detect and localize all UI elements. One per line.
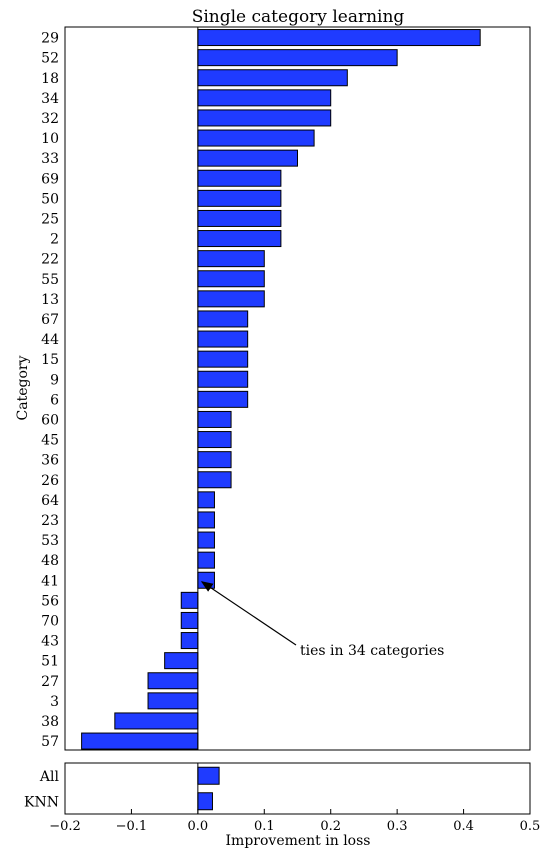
- bottom-plot-frame: [64, 762, 531, 815]
- bar-53: [197, 531, 215, 549]
- bar-55: [197, 270, 265, 288]
- category-label: 53: [41, 533, 59, 549]
- bar-36: [197, 451, 232, 469]
- bar-52: [197, 49, 398, 67]
- bar-45: [197, 431, 232, 449]
- category-label: 6: [50, 392, 59, 408]
- bar-10: [197, 129, 315, 147]
- bar-44: [197, 330, 249, 348]
- bar-18: [197, 69, 348, 87]
- annotation: ties in 34 categories: [200, 581, 444, 659]
- bar-29: [197, 29, 481, 47]
- bar-70: [180, 611, 199, 629]
- bottom-category-labels: All KNN: [24, 769, 59, 811]
- bar-51: [164, 652, 199, 670]
- bar-27: [147, 672, 199, 690]
- x-tick-label: 0.1: [254, 819, 275, 834]
- bar-41: [197, 571, 215, 589]
- category-label: 33: [41, 151, 59, 167]
- category-label: All: [39, 769, 60, 785]
- bar-56: [180, 591, 199, 609]
- bar-43: [180, 632, 199, 650]
- x-tick-label: −0.2: [49, 819, 81, 834]
- category-label: 15: [41, 352, 59, 368]
- bar-26: [197, 471, 232, 489]
- category-label: 60: [41, 412, 59, 428]
- annotation-text: ties in 34 categories: [300, 643, 444, 659]
- bar-69: [197, 169, 282, 187]
- bar-48: [197, 551, 215, 569]
- category-label: 10: [41, 131, 59, 147]
- bar-knn: [197, 792, 213, 811]
- category-label: 25: [41, 211, 59, 227]
- category-label: KNN: [24, 794, 59, 810]
- category-label: 18: [41, 71, 59, 87]
- category-label: 67: [41, 312, 59, 328]
- main-category-labels: 2952183432103369502522255136744159660453…: [41, 31, 59, 750]
- category-label: 52: [41, 51, 59, 67]
- category-label: 69: [41, 171, 59, 187]
- category-label: 2: [50, 232, 59, 248]
- bar-67: [197, 310, 249, 328]
- x-tick-label: 0.3: [387, 819, 408, 834]
- x-axis-label: Improvement in loss: [226, 833, 371, 849]
- category-label: 23: [41, 513, 59, 529]
- main-bars: [81, 27, 481, 750]
- bar-22: [197, 250, 265, 268]
- bar-15: [197, 350, 249, 368]
- bar-25: [197, 209, 282, 227]
- category-label: 29: [41, 31, 59, 47]
- category-label: 70: [41, 613, 59, 629]
- bar-13: [197, 290, 265, 308]
- category-label: 34: [41, 91, 59, 107]
- x-tick-label: 0.4: [453, 819, 474, 834]
- category-label: 56: [41, 593, 59, 609]
- bar-32: [197, 109, 332, 127]
- annotation-arrow: [200, 581, 297, 646]
- category-label: 36: [41, 453, 59, 469]
- category-label: 44: [41, 332, 59, 348]
- category-label: 38: [41, 714, 59, 730]
- x-tick-label: 0.5: [520, 819, 541, 834]
- bar-6: [197, 390, 249, 408]
- category-label: 50: [41, 191, 59, 207]
- category-label: 41: [41, 573, 59, 589]
- category-label: 55: [41, 272, 59, 288]
- category-label: 32: [41, 111, 59, 127]
- bar-34: [197, 89, 332, 107]
- bar-3: [147, 692, 199, 710]
- bar-23: [197, 511, 215, 529]
- bar-64: [197, 491, 215, 509]
- category-label: 43: [41, 634, 59, 650]
- category-label: 45: [41, 433, 59, 449]
- category-label: 27: [41, 674, 59, 690]
- x-tick-label: 0.0: [188, 819, 209, 834]
- x-tick-label: −0.1: [116, 819, 148, 834]
- category-label: 64: [41, 493, 59, 509]
- category-label: 13: [41, 292, 59, 308]
- category-label: 22: [41, 252, 59, 268]
- y-axis-label: Category: [15, 355, 31, 420]
- main-plot-frame: [64, 26, 531, 751]
- bar-50: [197, 189, 282, 207]
- category-label: 3: [50, 694, 59, 710]
- bar-all: [197, 766, 220, 785]
- bottom-bars: [197, 763, 220, 814]
- category-label: 9: [50, 372, 59, 388]
- x-tick-label: 0.2: [320, 819, 341, 834]
- category-label: 57: [41, 734, 59, 750]
- bar-2: [197, 230, 282, 248]
- bar-57: [81, 732, 199, 750]
- chart-title: Single category learning: [192, 7, 405, 27]
- bar-9: [197, 370, 249, 388]
- category-label: 51: [41, 654, 59, 670]
- category-label: 48: [41, 553, 59, 569]
- bar-33: [197, 149, 299, 167]
- category-label: 26: [41, 473, 59, 489]
- bar-60: [197, 410, 232, 428]
- bar-38: [114, 712, 199, 730]
- x-tick-labels: −0.2 −0.1 0.0 0.1 0.2 0.3 0.4 0.5: [49, 809, 540, 834]
